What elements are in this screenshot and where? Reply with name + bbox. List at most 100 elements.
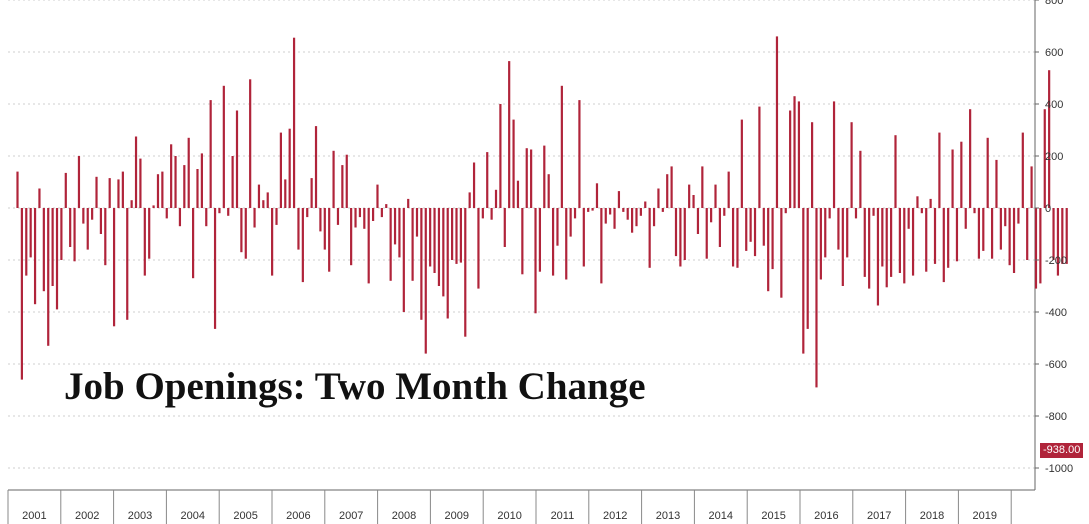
bar xyxy=(731,208,735,267)
bar xyxy=(916,196,919,208)
bar xyxy=(104,208,107,266)
bar xyxy=(679,208,682,267)
bar xyxy=(55,208,59,310)
bar xyxy=(582,208,585,267)
last-value-badge: -938.00 xyxy=(1040,443,1084,458)
x-tick-label: 2001 xyxy=(22,510,46,522)
bar xyxy=(393,208,397,245)
bar xyxy=(543,145,546,208)
bar xyxy=(784,208,787,214)
bar xyxy=(244,208,247,259)
bar xyxy=(161,171,164,208)
bar xyxy=(209,100,212,208)
y-tick-label: 400 xyxy=(1045,99,1063,111)
bar xyxy=(424,208,427,354)
bar xyxy=(108,178,111,208)
bar xyxy=(587,208,590,212)
bar xyxy=(551,208,555,276)
bar xyxy=(91,208,94,220)
bar xyxy=(885,208,888,288)
bar xyxy=(688,184,691,208)
bar xyxy=(933,208,937,264)
bar xyxy=(955,208,959,262)
bar xyxy=(872,208,875,216)
x-tick-label: 2011 xyxy=(551,510,575,522)
x-tick-label: 2016 xyxy=(814,510,838,522)
bar xyxy=(990,208,994,259)
bar xyxy=(661,208,664,212)
bar xyxy=(1017,208,1020,224)
bar xyxy=(749,208,752,242)
bar-series xyxy=(16,36,1068,388)
bar xyxy=(472,162,476,208)
bar xyxy=(815,208,818,388)
bar xyxy=(894,135,897,208)
bar xyxy=(240,208,243,253)
bar xyxy=(547,174,550,208)
bar xyxy=(1052,208,1055,260)
bar xyxy=(692,195,695,208)
bar xyxy=(306,208,309,218)
bar xyxy=(635,208,638,227)
bar xyxy=(95,176,98,208)
bar xyxy=(657,188,660,208)
bar xyxy=(740,119,743,208)
bar xyxy=(117,179,120,208)
bar xyxy=(508,61,511,208)
bar xyxy=(907,208,910,229)
x-tick-label: 2014 xyxy=(709,510,733,522)
x-axis-ticks: 2001 2002 2003 2004 2005 2006 2007 2008 2009 2010… xyxy=(7,490,1012,524)
bar xyxy=(591,208,594,211)
bar xyxy=(499,104,502,208)
bar xyxy=(648,208,651,268)
bar xyxy=(903,208,906,284)
bar xyxy=(710,208,713,223)
bar xyxy=(341,165,344,208)
bar xyxy=(275,208,278,225)
bar xyxy=(973,208,976,214)
bar xyxy=(367,208,370,284)
bar xyxy=(490,208,493,220)
chart-title: Job Openings: Two Month Change xyxy=(64,365,646,408)
bar xyxy=(253,208,256,228)
bar xyxy=(385,204,388,208)
bar xyxy=(73,208,76,262)
bar xyxy=(222,85,225,208)
bar xyxy=(670,166,673,208)
bar xyxy=(942,208,945,283)
bar xyxy=(152,205,155,208)
x-tick-label: 2009 xyxy=(445,510,469,522)
bar xyxy=(376,184,379,208)
y-tick-label: 200 xyxy=(1045,151,1063,163)
bar xyxy=(780,208,783,298)
bar xyxy=(609,208,612,215)
bar xyxy=(534,208,537,314)
bar xyxy=(890,208,893,277)
bar xyxy=(47,208,50,346)
bar xyxy=(266,192,269,208)
bar xyxy=(442,208,445,297)
bar xyxy=(947,208,950,268)
bar xyxy=(134,136,138,208)
bar xyxy=(1039,208,1042,284)
bar xyxy=(42,208,45,292)
bar xyxy=(139,158,142,208)
bar xyxy=(538,208,542,272)
bar xyxy=(1004,208,1007,227)
bar xyxy=(231,156,234,208)
bar xyxy=(363,208,366,229)
bar xyxy=(705,208,708,259)
bar xyxy=(819,208,822,280)
bar xyxy=(683,208,686,260)
bar xyxy=(345,154,348,208)
bar xyxy=(938,132,941,208)
bar xyxy=(639,208,642,216)
bar xyxy=(850,122,853,208)
x-tick-label: 2017 xyxy=(867,510,891,522)
bar xyxy=(951,149,954,208)
x-tick-label: 2002 xyxy=(75,510,99,522)
x-tick-label: 2019 xyxy=(973,510,997,522)
bar xyxy=(824,208,827,258)
bar xyxy=(797,101,801,208)
bar xyxy=(38,188,41,208)
